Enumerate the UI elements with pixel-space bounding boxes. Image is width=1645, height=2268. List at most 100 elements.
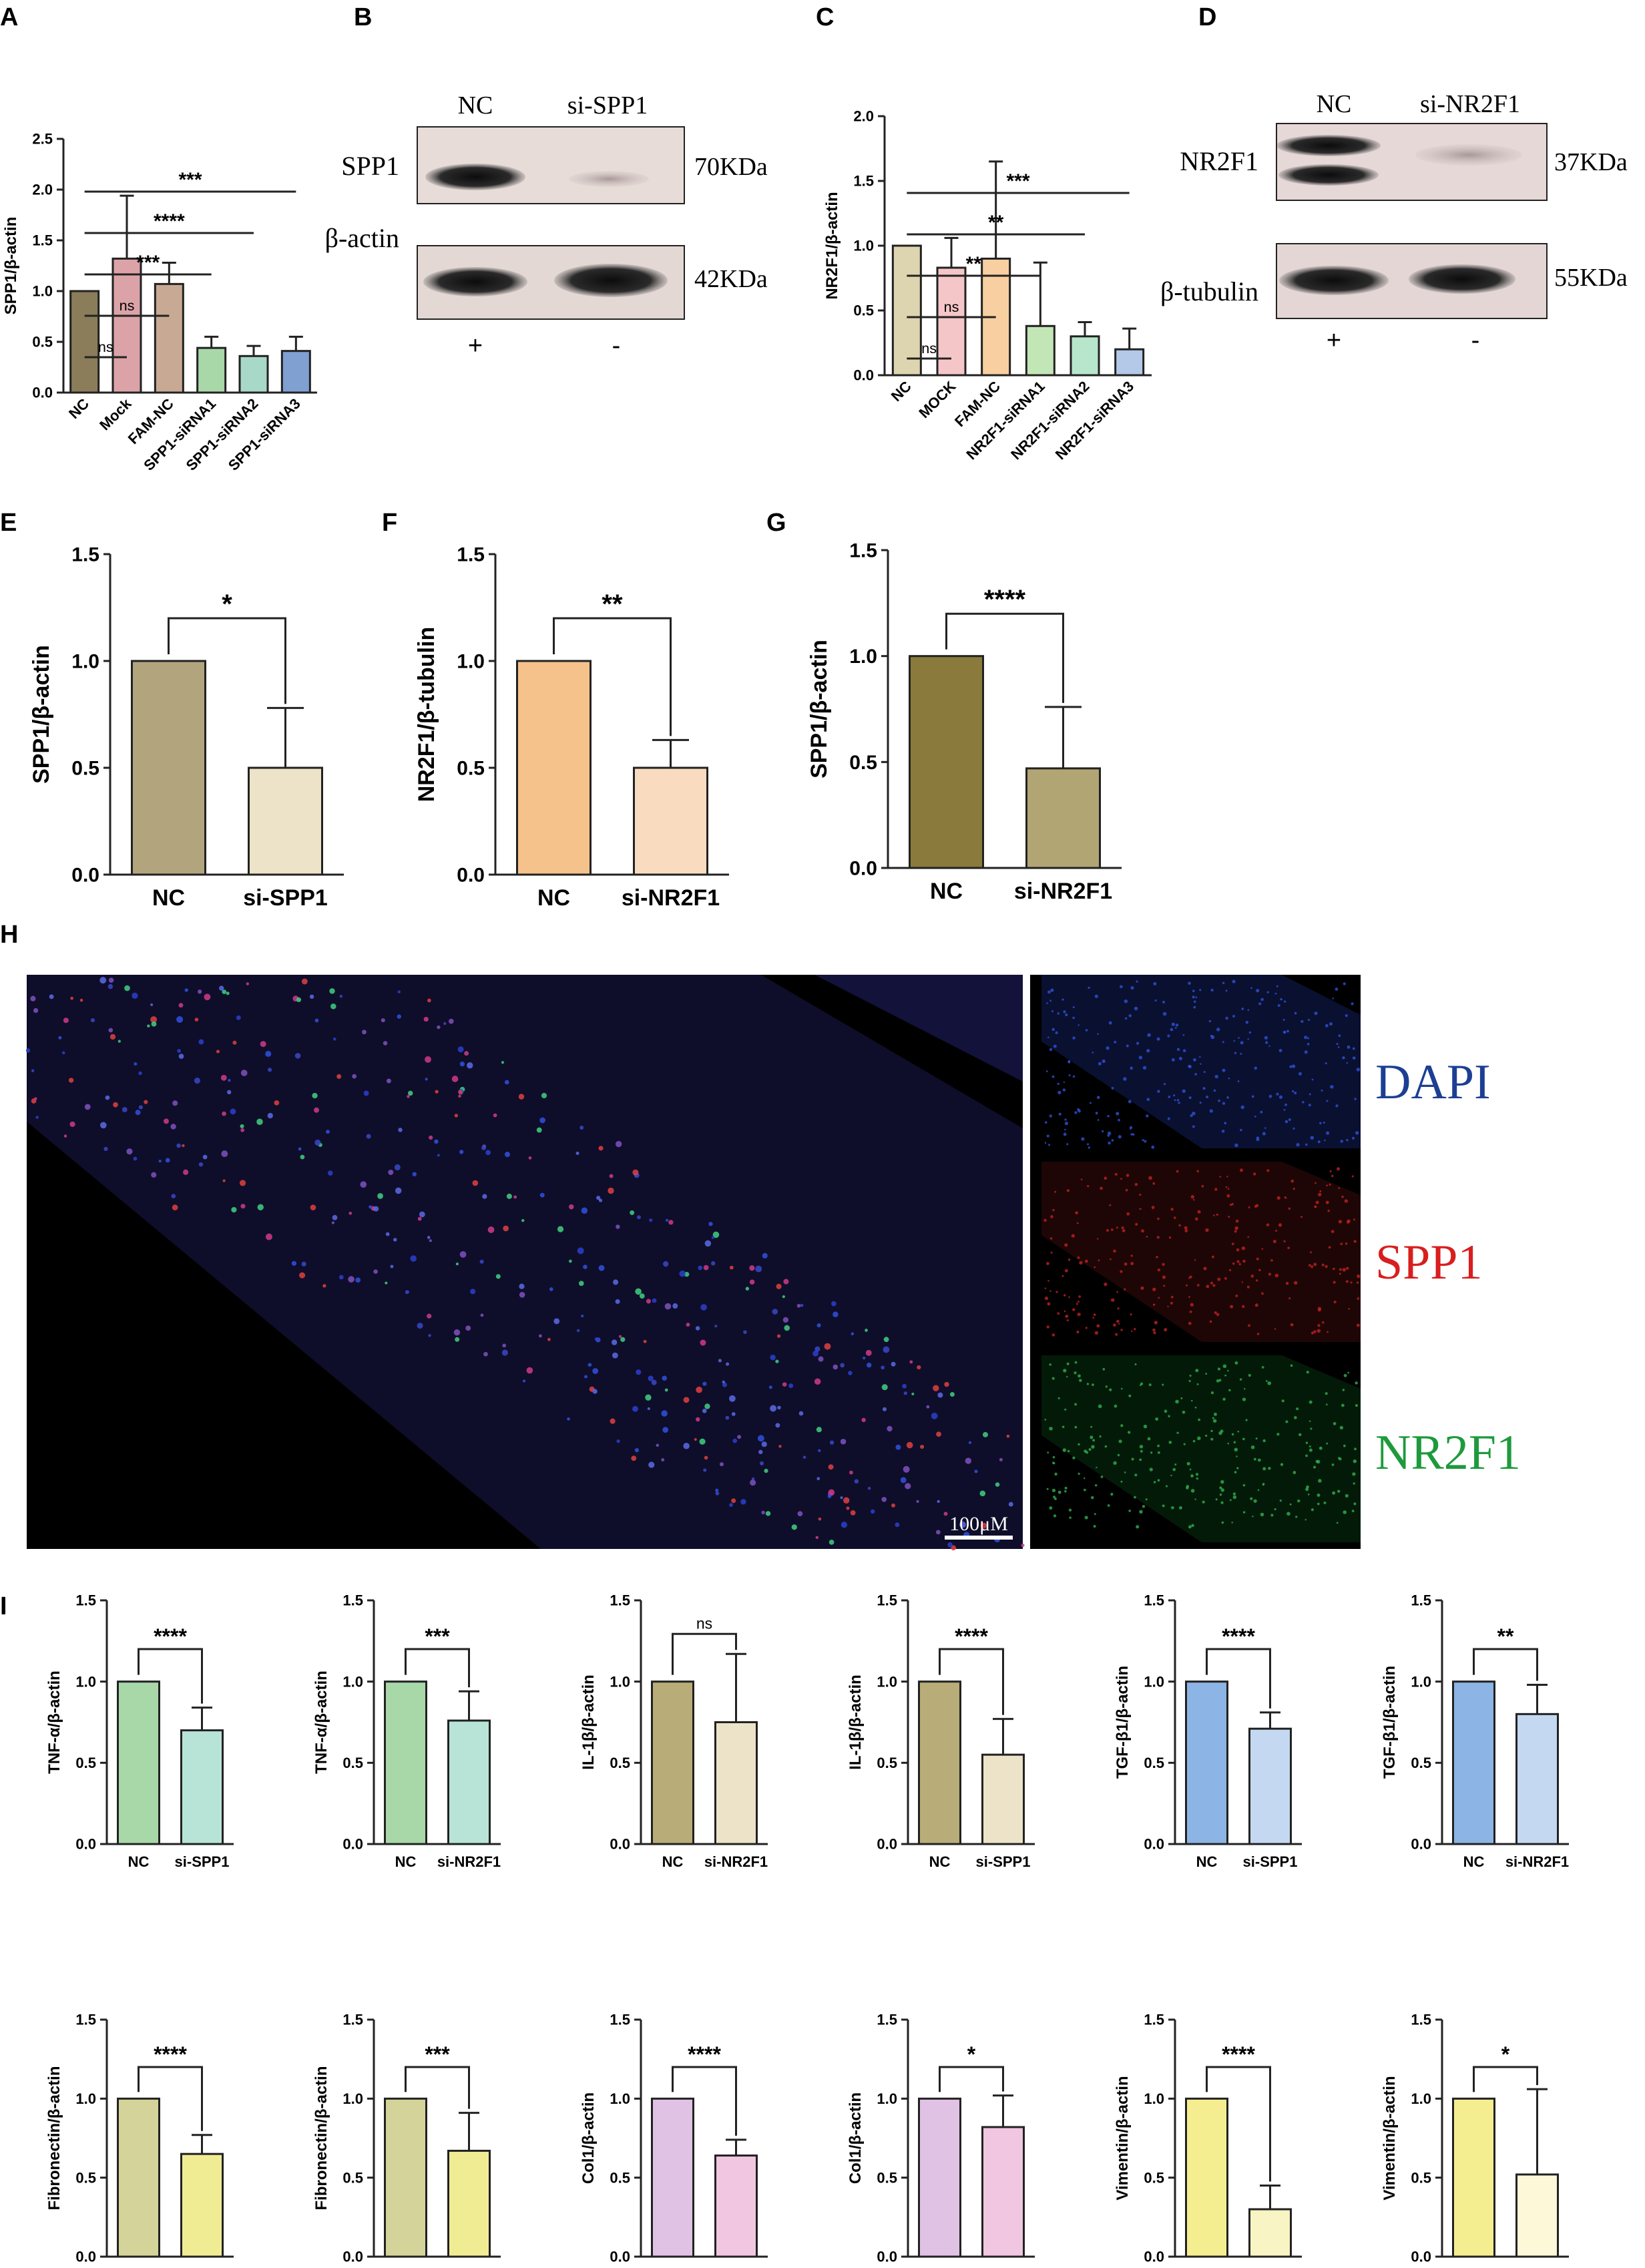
- cell-dot: [1265, 1380, 1268, 1382]
- cell-dot: [1327, 1209, 1330, 1212]
- cell-dot: [1238, 1037, 1240, 1039]
- cell-dot: [1332, 1491, 1336, 1495]
- cell-dot: [818, 1356, 824, 1362]
- cell-dot: [1309, 1400, 1313, 1404]
- cell-dot: [1113, 1249, 1116, 1253]
- significance-bracket: [945, 612, 1064, 703]
- cell-dot: [1240, 1052, 1242, 1055]
- cell-dot: [1214, 1074, 1218, 1079]
- cell-dot: [1120, 1329, 1123, 1331]
- category-label: NC: [395, 1853, 417, 1870]
- significance-bracket: [138, 2066, 203, 2131]
- cell-dot: [1201, 1184, 1204, 1188]
- cell-dot: [267, 1112, 273, 1119]
- blot-band: [425, 164, 525, 190]
- cell-dot: [1055, 1291, 1058, 1293]
- cell-dot: [711, 1236, 715, 1239]
- y-tick-label: 1.5: [853, 173, 874, 190]
- category-label: SPP1-siRNA1: [140, 395, 219, 474]
- cell-dot: [1047, 1144, 1051, 1146]
- cell-dot: [1052, 1208, 1055, 1212]
- cell-dot: [1341, 1403, 1345, 1407]
- y-tick-label: 0.0: [75, 2249, 96, 2265]
- chart-i-tnf-si-spp1: 0.0 0.5 1.0 1.5 TNF-α/β-actin NC si-SPP1 ****: [45, 1592, 234, 1870]
- cell-dot: [1210, 988, 1214, 992]
- cell-dot: [1218, 1099, 1220, 1102]
- cell-dot: [598, 1265, 605, 1271]
- cell-dot: [429, 1135, 433, 1140]
- cell-dot: [1216, 1379, 1220, 1383]
- cell-dot: [1317, 1494, 1321, 1498]
- cell-dot: [1066, 1375, 1068, 1378]
- y-tick-label: 1.5: [32, 232, 53, 249]
- cell-dot: [274, 1100, 280, 1106]
- category-label: si-SPP1: [976, 1853, 1031, 1870]
- cell-dot: [1153, 981, 1157, 985]
- cell-dot: [423, 1016, 429, 1022]
- cell-dot: [35, 1116, 39, 1119]
- cell-dot: [410, 1255, 417, 1262]
- lane-label: NC: [458, 91, 493, 120]
- cell-dot: [1230, 1305, 1234, 1309]
- cell-dot: [417, 1216, 422, 1221]
- y-tick-label: 0.5: [877, 2169, 897, 2186]
- cell-dot: [348, 1276, 355, 1283]
- cell-dot: [1090, 1425, 1093, 1428]
- bar: [1025, 767, 1101, 869]
- cell-dot: [528, 1156, 532, 1160]
- cell-dot: [1192, 1198, 1195, 1201]
- cell-dot: [1124, 1262, 1128, 1266]
- cell-dot: [1110, 1298, 1115, 1302]
- cell-dot: [1195, 996, 1198, 999]
- cell-dot: [1203, 1267, 1207, 1271]
- bar: [981, 1753, 1025, 1845]
- category-label: NC: [929, 2266, 951, 2268]
- cell-dot: [1279, 1499, 1282, 1502]
- cell-dot: [1188, 981, 1191, 985]
- cell-dot: [1049, 1237, 1053, 1240]
- cell-dot: [1356, 1323, 1360, 1327]
- cell-dot: [1197, 1436, 1201, 1441]
- y-axis-label: TNF-α/β-actin: [312, 1670, 330, 1774]
- cell-dot: [1062, 998, 1064, 1001]
- cell-dot: [1192, 1439, 1196, 1443]
- bar: [651, 1680, 694, 1845]
- cell-dot: [1128, 1014, 1132, 1017]
- cell-dot: [1194, 1406, 1197, 1409]
- cell-dot: [1087, 1184, 1090, 1188]
- cell-dot: [1050, 1251, 1053, 1254]
- cell-dot: [581, 1207, 588, 1214]
- cell-dot: [1117, 1307, 1120, 1310]
- y-tick-label: 1.0: [457, 651, 485, 673]
- cell-dot: [1089, 1102, 1092, 1104]
- cell-dot: [833, 1311, 839, 1318]
- cell-dot: [557, 1226, 564, 1232]
- y-tick-label: 0.0: [1411, 2249, 1431, 2265]
- cell-dot: [1311, 1508, 1314, 1512]
- cell-dot: [405, 1290, 409, 1295]
- category-label: si-SPP1: [709, 2266, 764, 2268]
- cell-dot: [726, 1362, 730, 1366]
- cell-dot: [1336, 1043, 1339, 1046]
- nr2f1-channel: [1041, 1355, 1361, 1542]
- cell-dot: [172, 1100, 178, 1106]
- cell-dot: [704, 1403, 710, 1409]
- cell-dot: [1096, 1238, 1099, 1240]
- cell-dot: [1228, 1269, 1232, 1271]
- cell-dot: [576, 1329, 580, 1333]
- category-label: NC: [128, 1853, 150, 1870]
- significance-label: ***: [178, 169, 202, 191]
- y-tick-label: 1.5: [1411, 2012, 1431, 2028]
- bar: [180, 1729, 224, 1845]
- cell-dot: [812, 1350, 819, 1357]
- cell-dot: [798, 1411, 804, 1416]
- y-axis-label: TGF-β1/β-actin: [1381, 1666, 1399, 1779]
- y-tick-label: 1.0: [877, 2090, 897, 2107]
- cell-dot: [331, 1221, 334, 1224]
- cell-dot: [1234, 1447, 1238, 1452]
- cell-dot: [1068, 1074, 1071, 1077]
- cell-dot: [1314, 1011, 1318, 1015]
- cell-dot: [1346, 1062, 1349, 1064]
- cell-dot: [1148, 1176, 1152, 1180]
